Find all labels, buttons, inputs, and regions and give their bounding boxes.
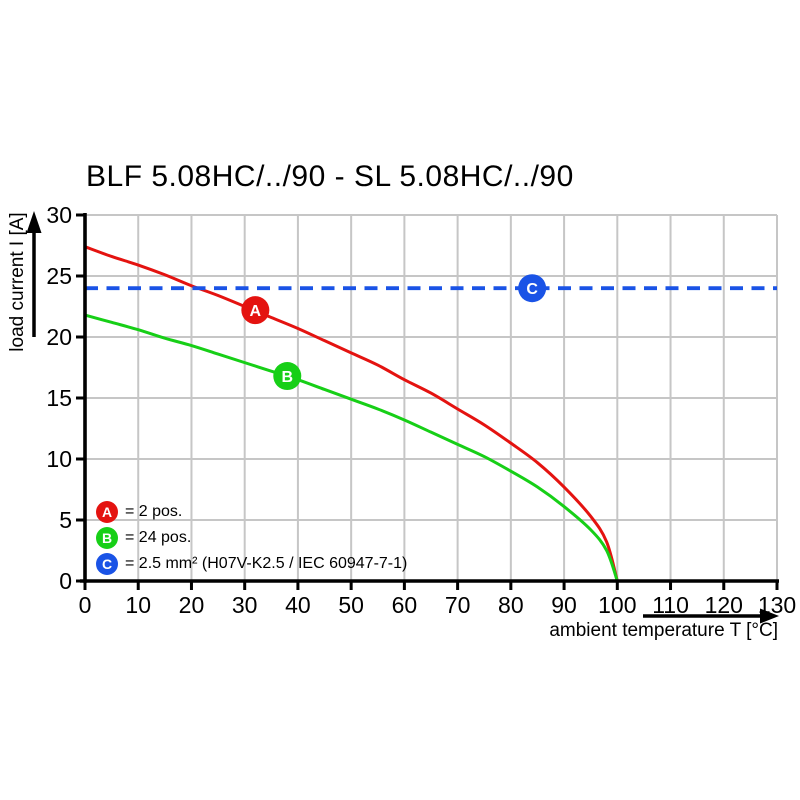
curve-b — [84, 313, 619, 582]
y-tick-label: 30 — [46, 202, 72, 228]
x-tick-label: 90 — [551, 592, 577, 618]
legend-item-c-label: = 2.5 mm² (H07V-K2.5 / IEC 60947-7-1) — [125, 555, 408, 572]
y-axis-title: load current I [A] — [7, 212, 28, 352]
legend-item-b-label: = 24 pos. — [125, 529, 192, 546]
marker-a — [241, 296, 270, 325]
x-axis-arrow-icon — [643, 608, 779, 624]
series-a-badge: A — [96, 501, 118, 523]
y-axis-arrow-icon — [26, 211, 42, 337]
x-tick-label: 110 — [652, 592, 689, 618]
marker-a-letter: A — [250, 303, 262, 320]
y-tick-label: 5 — [59, 507, 72, 533]
marker-b-letter: B — [281, 369, 293, 386]
series-c-badge: C — [96, 553, 118, 575]
marker-c-letter: C — [526, 281, 538, 298]
curve-a — [84, 245, 619, 582]
x-tick-label: 10 — [125, 592, 151, 618]
x-tick-label: 20 — [179, 592, 205, 618]
y-tick-label: 20 — [46, 324, 72, 350]
y-tick-label: 15 — [46, 385, 72, 411]
marker-b — [273, 362, 302, 391]
x-tick-label: 0 — [79, 592, 92, 618]
legend-item-b: B = 24 pos. — [96, 527, 407, 549]
series-b-badge: B — [96, 527, 118, 549]
chart-title: BLF 5.08HC/../90 - SL 5.08HC/../90 — [86, 160, 574, 193]
x-tick-label: 50 — [338, 592, 364, 618]
x-tick-label: 40 — [285, 592, 311, 618]
x-tick-label: 80 — [498, 592, 524, 618]
y-tick-label: 25 — [46, 263, 72, 289]
x-axis-title: ambient temperature T [°C] — [549, 620, 778, 641]
legend-item-a-label: = 2 pos. — [125, 503, 183, 520]
legend-item-c: C = 2.5 mm² (H07V-K2.5 / IEC 60947-7-1) — [96, 553, 407, 575]
x-tick-label: 60 — [392, 592, 418, 618]
x-tick-label: 100 — [598, 592, 636, 618]
legend-item-a: A = 2 pos. — [96, 501, 407, 523]
marker-c — [518, 274, 547, 303]
x-tick-label: 70 — [445, 592, 471, 618]
y-tick-label: 0 — [59, 568, 72, 594]
x-tick-label: 30 — [232, 592, 258, 618]
y-tick-label: 10 — [46, 446, 72, 472]
legend: A = 2 pos. B = 24 pos. C = 2.5 mm² (H07V… — [96, 501, 407, 579]
x-tick-label: 120 — [705, 592, 743, 618]
